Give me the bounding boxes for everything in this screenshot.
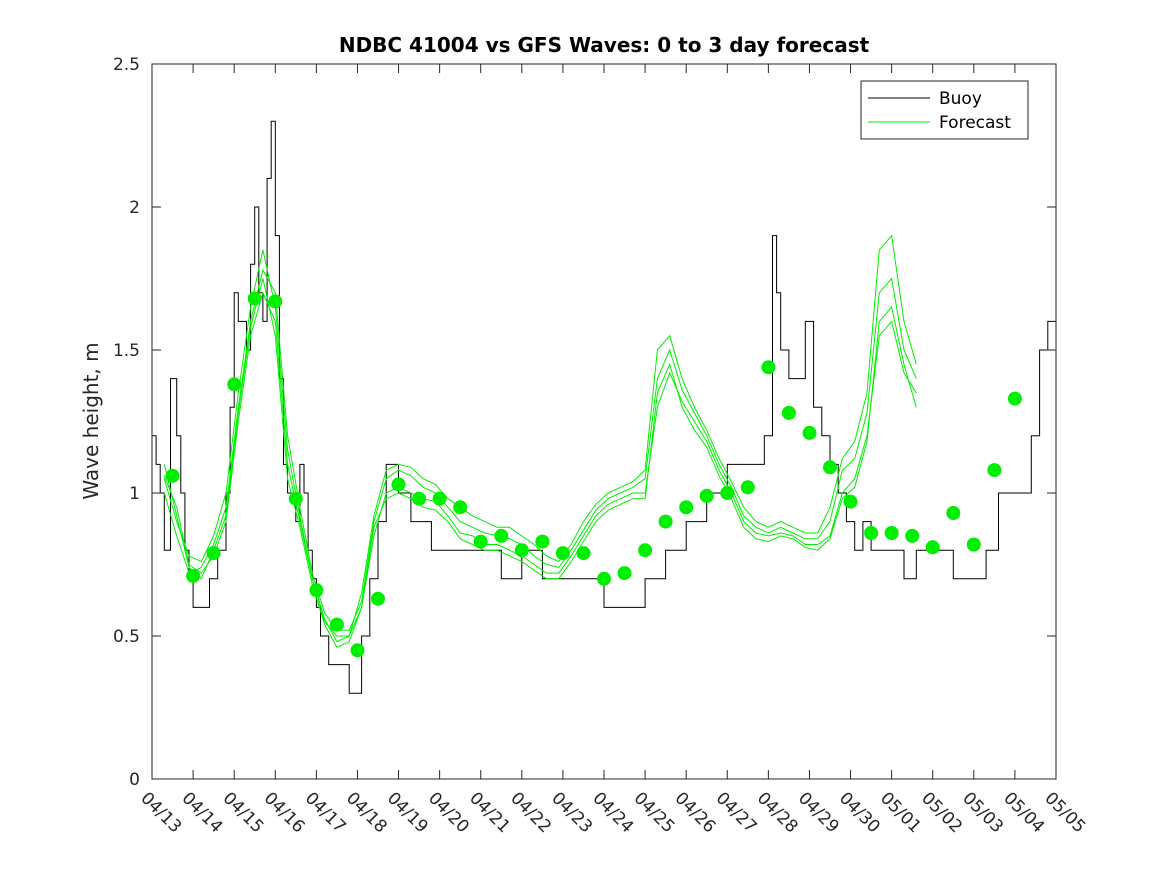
forecast-point: [535, 535, 549, 549]
forecast-point: [515, 543, 529, 557]
forecast-point: [268, 294, 282, 308]
forecast-point: [309, 583, 323, 597]
forecast-point: [926, 540, 940, 554]
forecast-point: [823, 460, 837, 474]
forecast-point: [248, 292, 262, 306]
forecast-point: [761, 360, 775, 374]
forecast-point: [741, 480, 755, 494]
legend-label-buoy: Buoy: [939, 89, 982, 109]
y-axis-label: Wave height, m: [79, 342, 103, 499]
forecast-point: [844, 495, 858, 509]
forecast-point: [474, 535, 488, 549]
forecast-point: [638, 543, 652, 557]
legend: Buoy Forecast: [861, 81, 1028, 139]
forecast-point: [433, 492, 447, 506]
forecast-point: [392, 477, 406, 491]
forecast-point: [371, 592, 385, 606]
y-tick-label: 0.5: [113, 627, 140, 647]
forecast-point: [885, 526, 899, 540]
forecast-point: [618, 566, 632, 580]
forecast-point: [351, 643, 365, 657]
forecast-point: [679, 500, 693, 514]
forecast-point: [803, 426, 817, 440]
forecast-point: [987, 463, 1001, 477]
forecast-point: [207, 546, 221, 560]
forecast-point: [166, 469, 180, 483]
forecast-point: [946, 506, 960, 520]
forecast-point: [864, 526, 878, 540]
y-tick-label: 2: [129, 198, 140, 218]
y-tick-label: 1.5: [113, 341, 140, 361]
forecast-point: [577, 546, 591, 560]
y-tick-label: 0: [129, 770, 140, 790]
y-tick-label: 2.5: [113, 55, 140, 75]
forecast-point: [494, 529, 508, 543]
forecast-point: [412, 492, 426, 506]
forecast-point: [905, 529, 919, 543]
forecast-point: [186, 569, 200, 583]
chart-title: NDBC 41004 vs GFS Waves: 0 to 3 day fore…: [339, 33, 870, 57]
y-tick-label: 1: [129, 484, 140, 504]
forecast-point: [1008, 392, 1022, 406]
forecast-point: [720, 486, 734, 500]
forecast-point: [289, 492, 303, 506]
forecast-point: [453, 500, 467, 514]
forecast-point: [659, 515, 673, 529]
forecast-point: [330, 618, 344, 632]
forecast-point: [700, 489, 714, 503]
forecast-point: [227, 377, 241, 391]
forecast-point: [556, 546, 570, 560]
forecast-point: [597, 572, 611, 586]
forecast-point: [967, 538, 981, 552]
forecast-point: [782, 406, 796, 420]
legend-label-forecast: Forecast: [939, 113, 1011, 133]
